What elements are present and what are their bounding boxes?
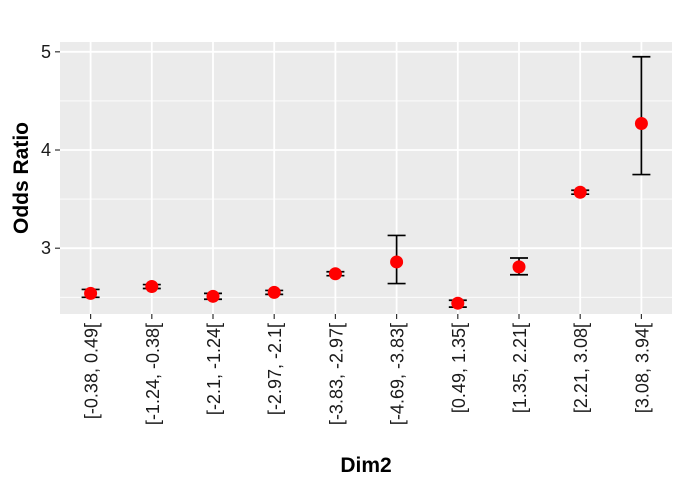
y-axis: 3 4 5	[41, 42, 60, 258]
x-tick-label: [-4.69, -3.83[	[388, 323, 408, 425]
data-point	[328, 267, 342, 281]
data-point	[634, 117, 648, 131]
data-point	[267, 285, 281, 299]
plot-panel	[60, 42, 672, 314]
y-tick-label: 3	[41, 238, 51, 258]
x-tick-label: [-3.83, -2.97[	[326, 323, 346, 425]
y-tick-label: 4	[41, 140, 51, 160]
data-point	[512, 260, 526, 274]
data-point	[145, 280, 159, 294]
data-point	[573, 185, 587, 199]
x-tick-label: [-0.38, 0.49[	[82, 323, 102, 419]
data-point	[451, 296, 465, 310]
x-tick-label: [-2.97, -2.1[	[265, 323, 285, 415]
x-axis-title: Dim2	[340, 454, 391, 477]
data-point	[206, 289, 220, 303]
data-point	[390, 255, 404, 269]
x-tick-label: [0.49, 1.35[	[449, 323, 469, 413]
x-axis: [-0.38, 0.49[ [-1.24, -0.38[ [-2.1, -1.24[…	[82, 314, 652, 425]
x-tick-label: [1.35, 2.21[	[510, 323, 530, 413]
data-marks	[81, 55, 651, 310]
x-tick-label: [3.08, 3.94[	[632, 323, 652, 413]
y-tick-label: 5	[41, 42, 51, 62]
x-tick-label: [-1.24, -0.38[	[143, 323, 163, 425]
y-axis-title: Odds Ratio	[10, 122, 33, 234]
data-point	[84, 286, 98, 300]
x-tick-label: [-2.1, -1.24[	[204, 323, 224, 415]
x-tick-label: [2.21, 3.08[	[571, 323, 591, 413]
